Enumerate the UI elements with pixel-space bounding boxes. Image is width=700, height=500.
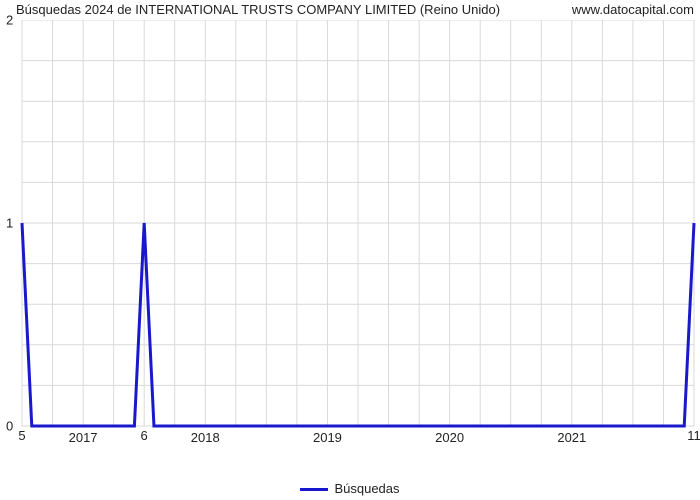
chart-area: 012201720182019202020215611 [0,20,700,460]
x-tick-label: 2021 [557,430,586,445]
legend-swatch [300,488,328,491]
chart-title: Búsquedas 2024 de INTERNATIONAL TRUSTS C… [16,2,500,17]
y-tick-label: 0 [6,419,13,434]
x-tick-label: 2018 [191,430,220,445]
y-tick-label: 1 [6,216,13,231]
x-tick-label: 2020 [435,430,464,445]
watermark: www.datocapital.com [572,2,694,17]
legend-label: Búsquedas [334,481,399,496]
chart-svg [0,20,700,460]
x-tick-label: 2019 [313,430,342,445]
data-point-label: 6 [141,428,148,443]
y-tick-label: 2 [6,13,13,28]
x-tick-label: 2017 [69,430,98,445]
legend: Búsquedas [0,481,700,496]
data-point-label: 11 [687,428,700,443]
data-point-label: 5 [18,428,25,443]
